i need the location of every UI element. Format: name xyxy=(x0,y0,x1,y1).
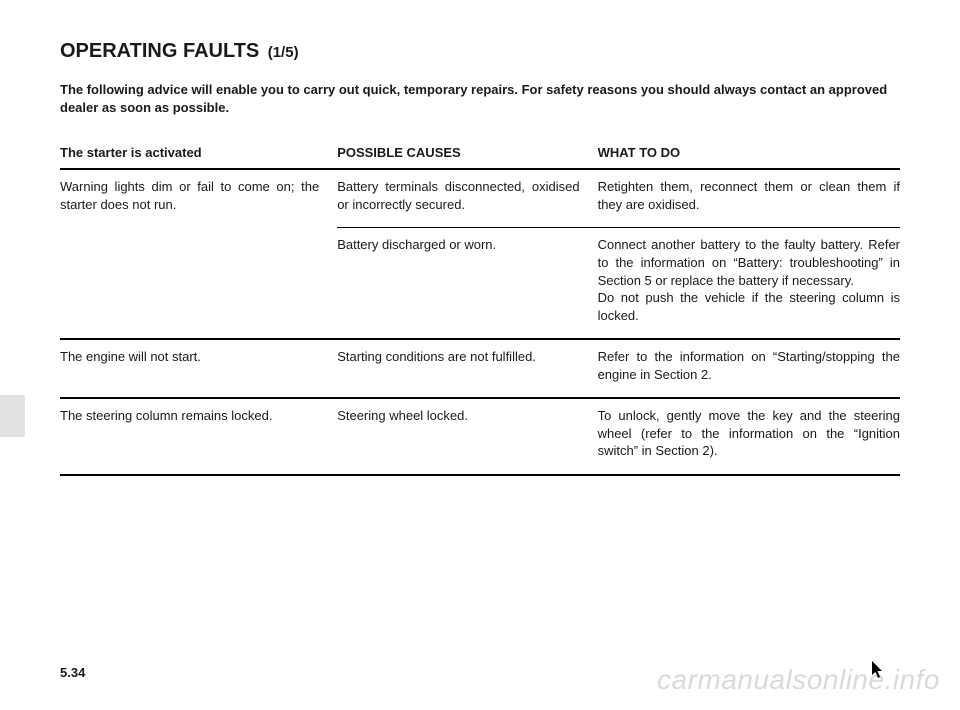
cell-cause: Starting conditions are not fulfilled. xyxy=(337,340,597,398)
header-cause: POSSIBLE CAUSES xyxy=(337,145,597,169)
table-row: The engine will not start. Starting cond… xyxy=(60,340,900,398)
cell-cause: Battery terminals disconnected, oxidised… xyxy=(337,170,597,228)
header-action: WHAT TO DO xyxy=(598,145,900,169)
table-row: The steering column remains locked. Stee… xyxy=(60,399,900,475)
table-header-row: The starter is activated POSSIBLE CAUSES… xyxy=(60,145,900,169)
watermark: carmanualsonline.info xyxy=(657,664,940,696)
page-title-suffix: (1/5) xyxy=(268,44,299,61)
page-number: 5.34 xyxy=(60,665,85,680)
cell-cause: Battery discharged or worn. xyxy=(337,228,597,339)
cursor-icon xyxy=(872,661,884,682)
intro-text: The following advice will enable you to … xyxy=(60,81,900,117)
table-row: Warning lights dim or fail to come on; t… xyxy=(60,170,900,228)
faults-table: The starter is activated POSSIBLE CAUSES… xyxy=(60,145,900,476)
cell-action: To unlock, gently move the key and the s… xyxy=(598,399,900,475)
page-content: OPERATING FAULTS (1/5) The following adv… xyxy=(0,0,960,710)
cell-action: Connect another battery to the faulty ba… xyxy=(598,228,900,339)
cell-symptom: The engine will not start. xyxy=(60,340,337,398)
header-symptom: The starter is activated xyxy=(60,145,337,169)
rule-bottom xyxy=(60,475,900,476)
page-title: OPERATING FAULTS xyxy=(60,40,259,62)
cell-cause: Steering wheel locked. xyxy=(337,399,597,475)
cell-action: Refer to the information on “Starting/st… xyxy=(598,340,900,398)
cell-symptom: Warning lights dim or fail to come on; t… xyxy=(60,170,337,339)
cell-action: Retighten them, reconnect them or clean … xyxy=(598,170,900,228)
title-row: OPERATING FAULTS (1/5) xyxy=(60,40,900,63)
cell-symptom: The steering column remains locked. xyxy=(60,399,337,475)
